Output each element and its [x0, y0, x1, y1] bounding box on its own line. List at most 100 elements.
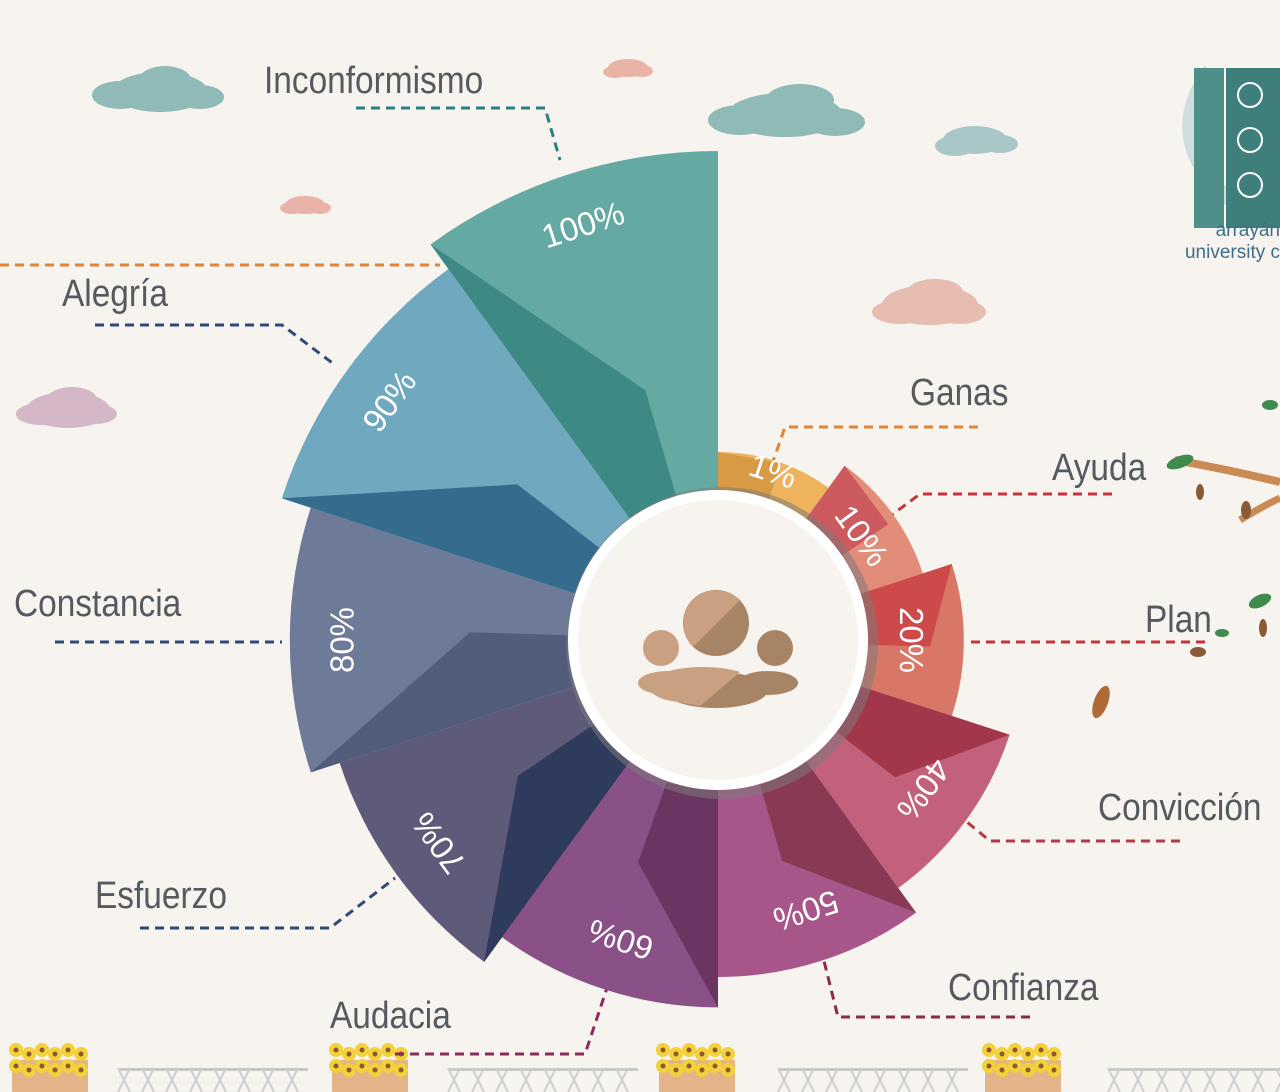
tree-branch [1092, 400, 1280, 719]
flower-center [1051, 1051, 1057, 1057]
fence-and-flowers [9, 1043, 1280, 1092]
fence-bar [1275, 1081, 1280, 1092]
fence-bar [1275, 1067, 1280, 1079]
flower-center [673, 1051, 679, 1057]
fence-rail [448, 1068, 638, 1071]
fence-bar [1155, 1067, 1169, 1092]
flower-center [999, 1051, 1005, 1057]
cloud-icon [16, 387, 117, 428]
fence-bar [1227, 1067, 1241, 1092]
center-badge [566, 487, 878, 799]
flower-center [13, 1047, 19, 1053]
flower-center [986, 1047, 992, 1053]
flower-center [999, 1067, 1005, 1073]
cloud-icon [603, 59, 653, 78]
flower-center [372, 1067, 378, 1073]
fence-bar [873, 1067, 887, 1092]
flower-center [13, 1063, 19, 1069]
flower-center [26, 1067, 32, 1073]
cloud-icon [92, 66, 224, 112]
flower-center [1012, 1063, 1018, 1069]
logo-text-line1: arrayán [1216, 220, 1280, 241]
flower-center [385, 1063, 391, 1069]
flower-center [26, 1051, 32, 1057]
cloud-icon [708, 84, 865, 137]
flower-center [333, 1063, 339, 1069]
cloud-icon [280, 196, 331, 214]
category-label-confianza: Confianza [948, 966, 1099, 1008]
leader-line [884, 492, 1112, 522]
leader-line [768, 425, 978, 471]
flower-center [660, 1047, 666, 1053]
fence-bar [285, 1067, 299, 1092]
flower-center [78, 1067, 84, 1073]
category-label-ayuda: Ayuda [1052, 446, 1146, 488]
flower-center [686, 1047, 692, 1053]
category-labels: Ganas Ayuda Plan Convicción Confianza Audacia… [14, 59, 1262, 1036]
fence-bar [825, 1067, 839, 1092]
leader-line [949, 806, 1180, 843]
flower-center [699, 1051, 705, 1057]
cloud-icon [935, 126, 1018, 156]
flower-center [372, 1051, 378, 1057]
fence-bar [801, 1067, 815, 1092]
fence-bar [615, 1067, 629, 1092]
fence-bar [1203, 1067, 1217, 1092]
flower-center [660, 1063, 666, 1069]
flower-center [1012, 1047, 1018, 1053]
flower-center [673, 1067, 679, 1073]
fence-bar [1107, 1067, 1121, 1092]
leader-line [818, 944, 1030, 1019]
group-people-icon [638, 590, 798, 708]
flower-center [712, 1063, 718, 1069]
flower-center [686, 1063, 692, 1069]
cloud-icon [872, 279, 986, 325]
flower-center [333, 1047, 339, 1053]
fence-bar [1131, 1067, 1145, 1092]
fence-bar [1179, 1067, 1193, 1092]
fence-bar [519, 1067, 533, 1092]
flower-center [1051, 1067, 1057, 1073]
fence-bar [495, 1067, 509, 1092]
leader-line [395, 984, 610, 1056]
category-label-plan: Plan [1145, 598, 1212, 640]
flower-center [346, 1067, 352, 1073]
value-label: 80% [324, 607, 361, 673]
fence-bar [141, 1067, 155, 1092]
fence-bar [849, 1067, 863, 1092]
arrayan-logo: arrayán university c [1182, 65, 1280, 263]
category-label-esfuerzo: Esfuerzo [95, 874, 227, 916]
leader-line [140, 876, 396, 930]
flower-center [52, 1067, 58, 1073]
fence-bar [897, 1067, 911, 1092]
flower-center [359, 1047, 365, 1053]
fence-bar [471, 1067, 485, 1092]
category-label-inconformismo: Inconformismo [264, 59, 483, 101]
flower-center [52, 1051, 58, 1057]
flower-center [39, 1063, 45, 1069]
fence-bar [447, 1067, 461, 1092]
flower-center [78, 1051, 84, 1057]
category-label-constancia: Constancia [14, 582, 181, 624]
flower-center [65, 1047, 71, 1053]
flower-center [359, 1063, 365, 1069]
flower-center [1025, 1051, 1031, 1057]
category-label-convicción: Convicción [1098, 786, 1262, 828]
flower-center [1038, 1063, 1044, 1069]
category-label-ganas: Ganas [910, 371, 1009, 413]
flower-center [385, 1047, 391, 1053]
fence-bar [543, 1067, 557, 1092]
value-label: 20% [893, 607, 930, 673]
leader-line [356, 106, 562, 161]
fence-bar [921, 1067, 935, 1092]
flower-center [725, 1051, 731, 1057]
flower-center [39, 1047, 45, 1053]
fence-bar [237, 1067, 251, 1092]
fence-bar [189, 1067, 203, 1092]
flower-center [1025, 1067, 1031, 1073]
fence-rail [118, 1068, 308, 1071]
fence-bar [567, 1067, 581, 1092]
fence-rail [778, 1068, 968, 1071]
fence-rail [1108, 1068, 1280, 1071]
